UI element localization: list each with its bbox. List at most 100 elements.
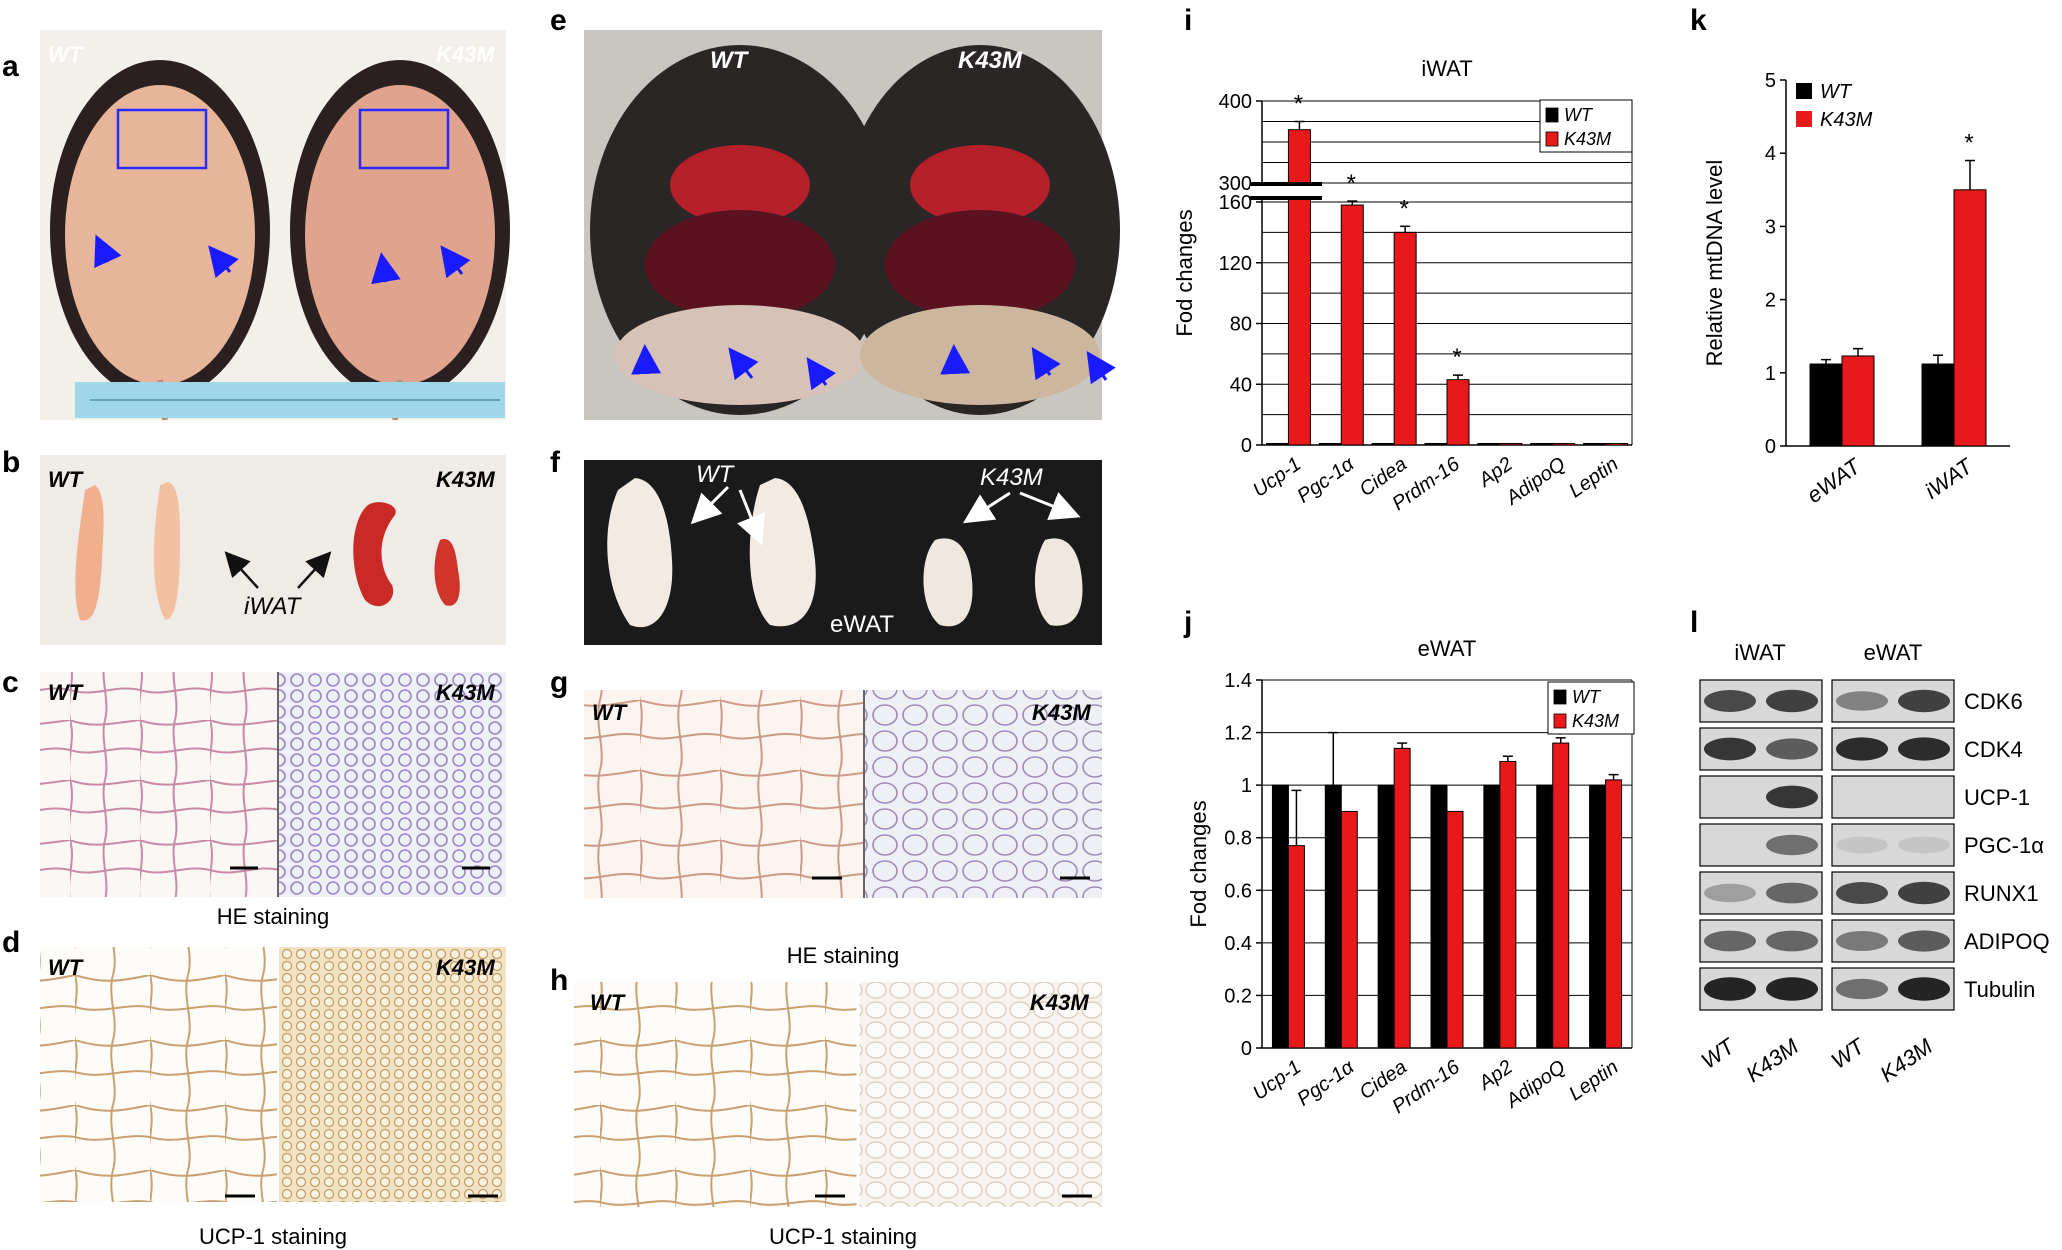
legend-label: K43M (1564, 129, 1611, 149)
bar-wt (1477, 442, 1501, 446)
y-tick-label: 4 (1765, 143, 1776, 165)
label-k43m: K43M (1030, 990, 1089, 1015)
bar-wt (1921, 363, 1955, 447)
legend-label: K43M (1572, 711, 1619, 731)
y-tick-label: 400 (1219, 91, 1252, 113)
blot-strip (1831, 775, 1955, 819)
bar-wt (1424, 442, 1448, 446)
label-wt: WT (590, 990, 626, 1015)
bar-k43m (1340, 204, 1364, 446)
micrograph-he-k43m (279, 672, 506, 897)
bar-wt (1589, 784, 1607, 1049)
blot-band (1704, 737, 1756, 761)
caption-ucp1-staining: UCP-1 staining (769, 1224, 917, 1249)
bar-wt (1583, 442, 1607, 446)
bar-k43m (1605, 779, 1623, 1049)
micrograph-he-wt (584, 690, 863, 898)
blot-band (1898, 881, 1950, 905)
label-k43m: K43M (436, 467, 495, 492)
bar-k43m (1499, 442, 1523, 446)
panel-letter-a: a (2, 50, 19, 83)
label-ewat: eWAT (830, 611, 894, 638)
panel-letter-c: c (2, 666, 19, 699)
label-wt: WT (696, 461, 736, 488)
micrograph-ucp1-wt (574, 982, 857, 1207)
bar-k43m (1552, 442, 1576, 446)
y-tick-label: 1.2 (1224, 723, 1252, 745)
caption-he-staining: HE staining (217, 904, 330, 929)
panel-g: g WT K43M HE staining (550, 666, 1102, 968)
chart-title: iWAT (1421, 56, 1472, 81)
legend-swatch (1545, 107, 1559, 123)
panel-h: h WT K43M UCP-1 staining (550, 964, 1102, 1249)
panel-k: k Relative mtDNA level 0 1 2 3 4 5 eWAT * iWAT WT K… (1690, 4, 2010, 508)
bar-k43m (1287, 129, 1311, 446)
photo-mice-abdomen (584, 30, 1120, 420)
significance-star: * (1452, 344, 1461, 371)
x-tick-label: Pgc-1α (1293, 453, 1358, 508)
blot-band (1898, 977, 1950, 1001)
protein-label: ADIPOQ (1964, 929, 2050, 954)
y-tick-label: 80 (1230, 314, 1252, 336)
label-k43m: K43M (1032, 700, 1091, 725)
panel-letter-g: g (550, 666, 568, 699)
y-tick-label: 0.4 (1224, 933, 1252, 955)
significance-star: * (1294, 91, 1303, 118)
x-tick-label: iWAT (1920, 453, 1978, 504)
label-k43m: K43M (980, 464, 1043, 491)
blot-band (1836, 691, 1888, 711)
y-tick-label: 40 (1230, 374, 1252, 396)
bar-wt (1530, 442, 1554, 446)
y-tick-label: 1 (1765, 363, 1776, 385)
y-tick-label: 1.4 (1224, 670, 1252, 692)
legend-swatch (1545, 131, 1559, 147)
micrograph-ucp1-k43m (859, 982, 1102, 1207)
significance-star: * (1964, 130, 1973, 157)
blot-band (1836, 978, 1888, 1000)
label-k43m: K43M (436, 955, 495, 980)
blot-band (1898, 836, 1950, 854)
blot-band (1898, 737, 1950, 761)
legend-label: K43M (1820, 109, 1873, 131)
bar-k43m (1446, 810, 1464, 1049)
label-k43m: K43M (958, 47, 1023, 74)
blot-band (1836, 931, 1888, 951)
panel-b: b WT K43M iWAT (2, 446, 506, 645)
panel-letter-i: i (1184, 4, 1192, 37)
bar-wt (1324, 784, 1342, 1049)
bar-k43m (1552, 742, 1570, 1049)
legend-label: WT (1564, 105, 1594, 125)
blot-strip (1831, 823, 1955, 867)
x-tick-label: Leptin (1565, 453, 1622, 502)
micrograph-he-k43m (865, 690, 1102, 898)
protein-label: Tubulin (1964, 977, 2035, 1002)
blot-band (1766, 930, 1818, 952)
panel-l: l iWAT eWAT CDK6 CDK4 UCP-1 PGC-1α RUNX1 ADIPOQ… (1690, 606, 2050, 1087)
legend-swatch (1553, 713, 1567, 729)
bar-wt (1809, 363, 1843, 447)
panel-letter-k: k (1690, 4, 1707, 37)
blot-header: eWAT (1864, 640, 1923, 665)
y-tick-label: 1 (1241, 775, 1252, 797)
y-axis-label: Fod changes (1172, 209, 1197, 336)
label-k43m: K43M (436, 42, 495, 67)
panel-letter-f: f (550, 446, 561, 479)
panel-letter-l: l (1690, 606, 1698, 639)
blot-band (1704, 883, 1756, 903)
panel-f: f WT K43M eWAT (550, 446, 1102, 645)
y-tick-label: 120 (1219, 253, 1252, 275)
blot-band (1766, 738, 1818, 760)
panel-a: a WT K43M (2, 30, 510, 421)
y-tick-label: 0 (1765, 436, 1776, 458)
blot-band (1766, 882, 1818, 904)
bar-k43m (1393, 747, 1411, 1049)
label-k43m: K43M (436, 680, 495, 705)
western-blot: iWAT eWAT CDK6 CDK4 UCP-1 PGC-1α RUNX1 ADIPOQ Tu… (1697, 640, 2050, 1087)
bar-k43m (1499, 760, 1517, 1049)
significance-star: * (1399, 195, 1408, 222)
blot-band (1836, 737, 1888, 761)
legend-swatch (1796, 111, 1812, 127)
protein-label: CDK6 (1964, 689, 2023, 714)
